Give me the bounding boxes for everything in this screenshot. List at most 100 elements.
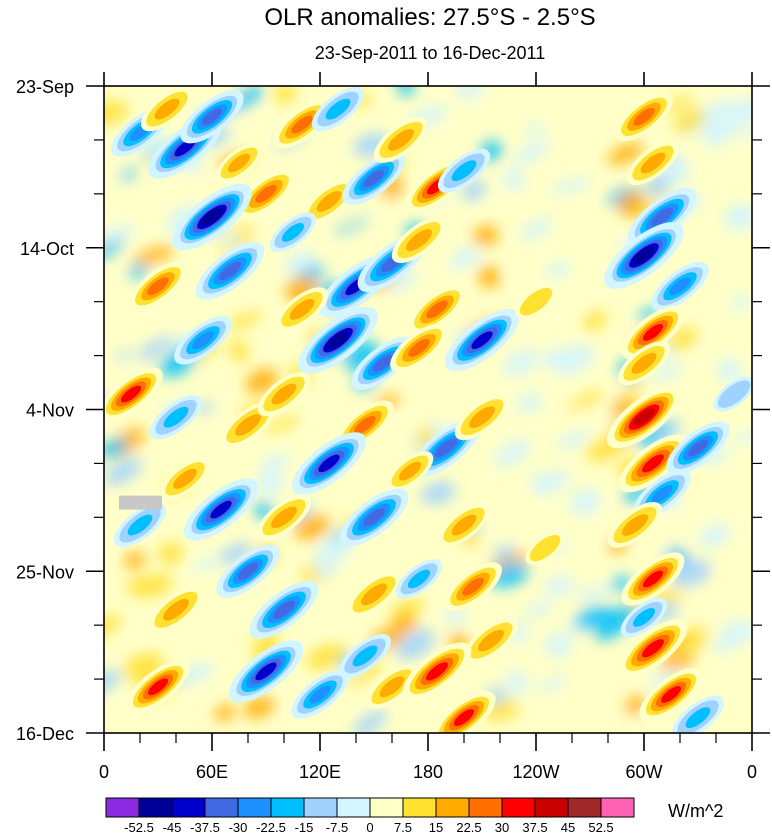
- anomaly-feature: [617, 341, 671, 386]
- noise-blob: [545, 260, 571, 279]
- noise-blob: [473, 225, 499, 247]
- anomaly-feature: [148, 586, 204, 633]
- anomaly-contour: [201, 208, 223, 226]
- noise-blob: [318, 598, 350, 623]
- noise-blob: [314, 564, 335, 580]
- anomaly-contour: [633, 246, 655, 265]
- noise-blob: [229, 339, 249, 363]
- anomaly-contour: [154, 98, 180, 120]
- anomaly-contour: [651, 485, 673, 504]
- colorbar-swatch: [237, 797, 272, 818]
- anomaly-feature: [298, 306, 378, 374]
- noise-blob: [265, 416, 302, 433]
- noise-blob: [455, 86, 484, 100]
- y-axis: 23-Sep 14-Oct 4-Nov 25-Nov 16-Dec: [16, 77, 770, 744]
- anomaly-contour: [379, 676, 405, 698]
- noise-blob: [653, 362, 684, 383]
- anomaly-contour: [255, 184, 277, 203]
- colorbar-swatch: [204, 797, 239, 818]
- anomaly-contour: [631, 352, 657, 374]
- anomaly-contour: [642, 324, 664, 341]
- x-tick-label: 180: [413, 762, 443, 782]
- anomaly-feature: [342, 151, 406, 206]
- anomaly-feature: [291, 432, 367, 495]
- noise-blob: [651, 421, 683, 438]
- anomaly-feature: [402, 642, 472, 701]
- anomaly-contour: [640, 152, 666, 174]
- anomaly-contour: [633, 408, 655, 427]
- colorbar-level-label: 0: [366, 820, 373, 834]
- anomaly-contour: [669, 277, 691, 296]
- anomaly-feature: [626, 140, 680, 186]
- noise-blob: [104, 614, 122, 639]
- anomaly-feature: [671, 695, 725, 733]
- anomaly-contour: [163, 406, 189, 428]
- anomaly-contour: [363, 170, 385, 187]
- anomaly-feature: [437, 148, 491, 193]
- noise-blob: [717, 358, 742, 384]
- x-tick-label: 0: [99, 762, 109, 782]
- anomaly-feature: [444, 309, 520, 372]
- anomaly-contour: [255, 662, 277, 681]
- noise-blob: [421, 481, 456, 505]
- anomaly-contour: [281, 223, 305, 242]
- noise-blob: [104, 438, 128, 458]
- noise-blob: [245, 368, 279, 394]
- anomaly-contour: [622, 514, 648, 536]
- noise-blob: [494, 544, 515, 561]
- colorbar-level-label: -15: [295, 820, 314, 834]
- anomaly-feature: [391, 217, 447, 264]
- noise-blob: [645, 176, 670, 197]
- anomaly-feature: [615, 92, 673, 142]
- anomaly-feature: [338, 633, 392, 679]
- anomaly-feature: [149, 395, 203, 440]
- anomaly-contour: [163, 598, 189, 621]
- anomaly-feature: [113, 502, 167, 548]
- anomaly-feature: [618, 619, 688, 678]
- anomaly-contour: [120, 385, 142, 403]
- anomaly-feature: [620, 597, 668, 638]
- noise-blob: [538, 676, 567, 691]
- anomaly-feature: [454, 394, 510, 441]
- colorbar-swatch: [600, 797, 635, 818]
- noise-blob: [537, 379, 557, 398]
- anomaly-feature: [180, 90, 244, 144]
- colorbar-swatch: [369, 797, 404, 818]
- anomaly-contour: [687, 439, 709, 457]
- anomaly-contour: [325, 98, 351, 120]
- anomaly-contour: [210, 500, 232, 519]
- noise-blob: [108, 162, 124, 176]
- noise-blob: [193, 556, 220, 572]
- anomaly-feature: [104, 367, 163, 421]
- noise-blob: [566, 390, 603, 415]
- anomaly-contour: [451, 514, 477, 536]
- colorbar-swatch: [435, 797, 470, 818]
- y-tick-label: 4-Nov: [26, 401, 74, 421]
- anomaly-contour: [237, 562, 259, 580]
- anomaly-contour: [462, 577, 484, 596]
- noise-blob: [124, 551, 146, 570]
- anomaly-feature: [395, 559, 443, 599]
- anomaly-contour: [354, 415, 376, 434]
- anomaly-contour: [660, 686, 682, 703]
- x-tick-label: 60W: [625, 762, 662, 782]
- noise-blob: [724, 203, 752, 230]
- anomaly-contour: [529, 535, 561, 562]
- noise-blob: [557, 563, 579, 580]
- noise-blob: [261, 453, 290, 472]
- anomaly-contour: [426, 662, 448, 681]
- anomaly-feature: [126, 660, 190, 714]
- noise-blob: [698, 524, 726, 543]
- noise-blob: [675, 229, 711, 259]
- noise-blob: [105, 209, 126, 233]
- noise-blob: [505, 670, 528, 696]
- colorbar-swatch: [270, 797, 305, 818]
- anomaly-feature: [140, 87, 194, 132]
- missing-data-layer: [119, 495, 162, 510]
- noise-blob: [657, 252, 683, 270]
- noise-blob: [248, 220, 285, 241]
- anomaly-contour: [147, 678, 169, 696]
- noise-blob: [555, 429, 591, 450]
- noise-blob: [313, 536, 352, 568]
